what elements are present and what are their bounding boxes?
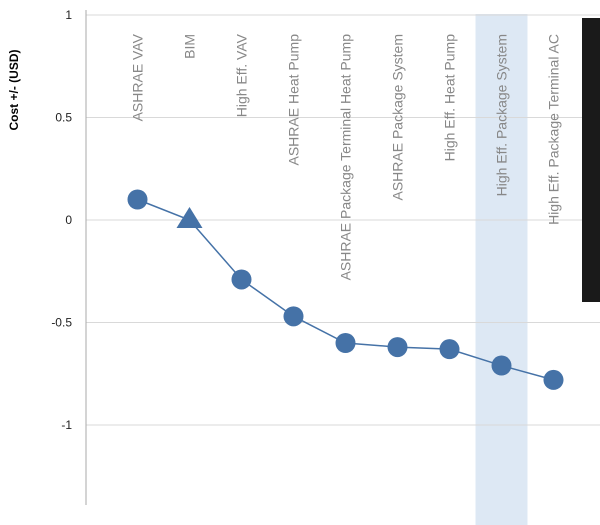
category-label: High Eff. Heat Pump (442, 34, 458, 162)
category-label: ASHRAE VAV (130, 33, 146, 121)
data-point[interactable] (439, 339, 460, 360)
category-label: ASHRAE Heat Pump (286, 34, 302, 166)
category-label: BIM (182, 34, 198, 59)
category-labels: ASHRAE VAV BIM High Eff. VAV ASHRAE Heat Pu… (130, 33, 562, 280)
y-tick-label: 0.5 (55, 111, 72, 125)
y-tick-label: -0.5 (51, 316, 72, 330)
category-label: High Eff. VAV (234, 33, 250, 117)
data-point[interactable] (387, 337, 408, 358)
highlight-band (475, 14, 528, 525)
data-point[interactable] (491, 355, 512, 376)
y-tick-label: 0 (65, 213, 72, 227)
y-tick-label: -1 (61, 418, 72, 432)
data-point[interactable] (127, 189, 148, 210)
y-tick-label: 1 (65, 8, 72, 22)
data-point[interactable] (283, 306, 304, 327)
category-label: ASHRAE Package System (390, 34, 406, 201)
tooltip-panel (582, 18, 600, 302)
category-label: High Eff. Package Terminal AC (546, 34, 562, 225)
grid-layer (86, 14, 600, 426)
data-point[interactable] (335, 333, 356, 353)
data-point[interactable] (543, 369, 564, 390)
y-axis-title: Cost +/- (USD) (7, 49, 21, 130)
y-tick-labels: 1 0.5 0 -0.5 -1 (51, 8, 72, 432)
category-label: High Eff. Package System (494, 34, 510, 196)
data-point-triangle[interactable] (176, 207, 203, 228)
data-point[interactable] (231, 269, 252, 290)
series-layer (127, 189, 564, 390)
category-label: ASHRAE Package Terminal Heat Pump (338, 34, 354, 281)
highlight-band-layer (475, 14, 528, 525)
